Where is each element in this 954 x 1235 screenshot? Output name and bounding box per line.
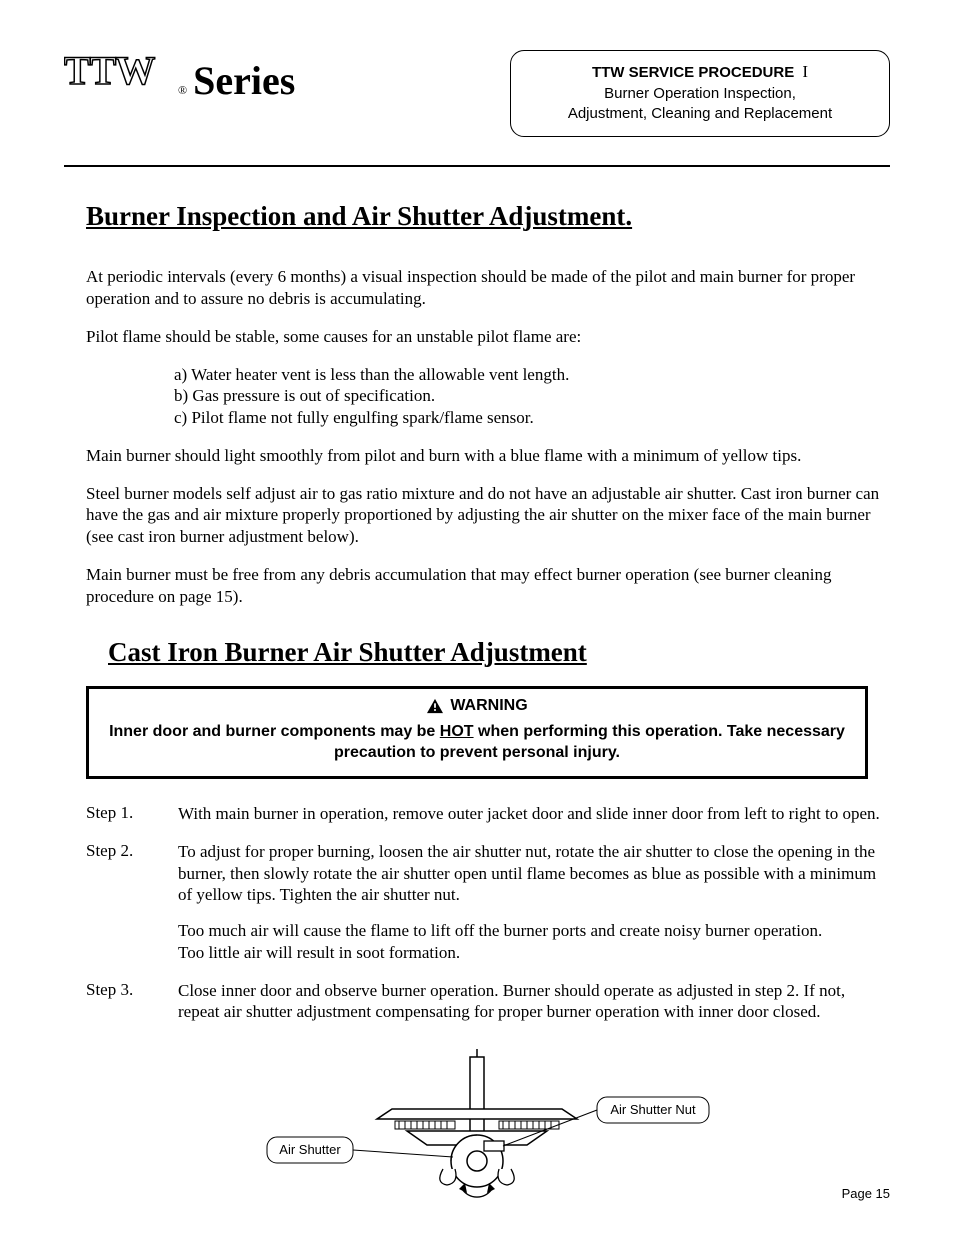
warning-body: Inner door and burner components may be … xyxy=(103,721,851,764)
section1-p5: Main burner must be free from any debris… xyxy=(86,564,890,608)
warning-triangle-icon xyxy=(426,698,444,714)
procedure-line1: Burner Operation Inspection, xyxy=(531,84,869,104)
procedure-roman: I xyxy=(802,62,808,81)
procedure-title: TTW SERVICE PROCEDURE xyxy=(592,64,794,81)
step-2-text: To adjust for proper burning, loosen the… xyxy=(178,841,890,964)
burner-diagram: Air Shutter Air Shutter Nut xyxy=(207,1049,747,1219)
section2-heading: Cast Iron Burner Air Shutter Adjustment xyxy=(108,637,890,668)
procedure-box: TTW SERVICE PROCEDURE I Burner Operation… xyxy=(510,50,890,137)
warning-box: WARNING Inner door and burner components… xyxy=(86,686,868,779)
step-1-text: With main burner in operation, remove ou… xyxy=(178,803,890,825)
logo-mark: TTW xyxy=(64,50,174,105)
steps-list: Step 1. With main burner in operation, r… xyxy=(86,803,890,1023)
series-logo: TTW ® Series xyxy=(64,50,295,105)
section1-p2: Pilot flame should be stable, some cause… xyxy=(86,326,890,348)
page-header: TTW ® Series TTW SERVICE PROCEDURE I Bur… xyxy=(64,50,890,137)
procedure-line2: Adjustment, Cleaning and Replacement xyxy=(531,104,869,124)
warning-pre: Inner door and burner components may be xyxy=(109,723,440,740)
pilot-causes-list: a) Water heater vent is less than the al… xyxy=(174,364,890,429)
logo-word: Series xyxy=(193,57,295,104)
logo-registered: ® xyxy=(178,83,187,98)
warning-hot: HOT xyxy=(440,723,474,740)
svg-text:TTW: TTW xyxy=(64,50,155,93)
section1-heading: Burner Inspection and Air Shutter Adjust… xyxy=(86,201,890,232)
step-2-extra1: Too much air will cause the flame to lif… xyxy=(178,920,890,942)
step-2-main: To adjust for proper burning, loosen the… xyxy=(178,842,876,905)
step-2-extra2: Too little air will result in soot forma… xyxy=(178,942,890,964)
step-1: Step 1. With main burner in operation, r… xyxy=(86,803,890,825)
procedure-title-line: TTW SERVICE PROCEDURE I xyxy=(531,61,869,84)
callout-air-shutter-nut: Air Shutter Nut xyxy=(610,1102,696,1117)
step-3-text: Close inner door and observe burner oper… xyxy=(178,980,890,1024)
section1-p3: Main burner should light smoothly from p… xyxy=(86,445,890,467)
section1-p4: Steel burner models self adjust air to g… xyxy=(86,483,890,548)
page-number: Page 15 xyxy=(842,1186,890,1201)
ttw-outline-icon: TTW xyxy=(64,50,174,94)
step-3-label: Step 3. xyxy=(86,980,178,1024)
header-rule xyxy=(64,165,890,167)
cause-a: a) Water heater vent is less than the al… xyxy=(174,364,890,386)
step-2: Step 2. To adjust for proper burning, lo… xyxy=(86,841,890,964)
step-1-label: Step 1. xyxy=(86,803,178,825)
warning-head: WARNING xyxy=(426,695,527,717)
warning-label: WARNING xyxy=(450,695,527,717)
step-2-label: Step 2. xyxy=(86,841,178,964)
cause-b: b) Gas pressure is out of specification. xyxy=(174,385,890,407)
callout-air-shutter: Air Shutter xyxy=(279,1142,341,1157)
step-3: Step 3. Close inner door and observe bur… xyxy=(86,980,890,1024)
cause-c: c) Pilot flame not fully engulfing spark… xyxy=(174,407,890,429)
section1-p1: At periodic intervals (every 6 months) a… xyxy=(86,266,890,310)
